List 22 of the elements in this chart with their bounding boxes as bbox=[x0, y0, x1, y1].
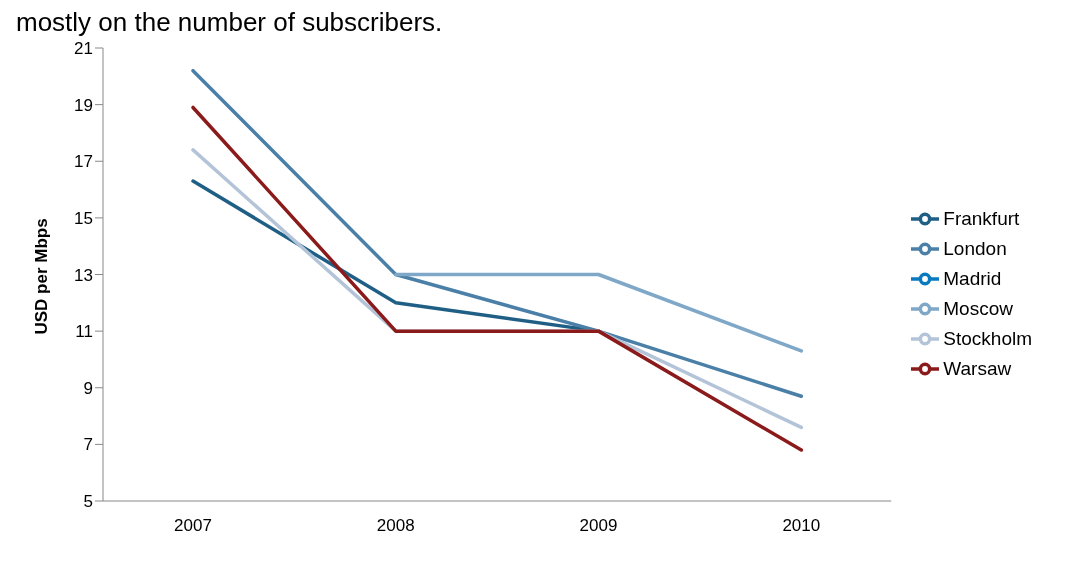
y-tick-label: 9 bbox=[83, 378, 93, 398]
y-tick-label: 13 bbox=[74, 265, 93, 285]
x-tick-label: 2010 bbox=[782, 516, 821, 536]
y-tick-label: 7 bbox=[83, 435, 93, 455]
legend-label: London bbox=[943, 237, 1007, 259]
x-tick-label: 2008 bbox=[376, 516, 415, 536]
legend-label: Madrid bbox=[943, 267, 1002, 289]
y-axis-title: USD per Mbps bbox=[32, 218, 52, 335]
y-tick-label: 19 bbox=[74, 95, 93, 115]
x-tick-label: 2009 bbox=[579, 516, 618, 536]
y-tick-label: 11 bbox=[75, 322, 93, 342]
line-series bbox=[191, 68, 804, 398]
text: mostly on the number of subscribers. bbox=[16, 7, 444, 37]
y-tick-label: 5 bbox=[83, 492, 93, 512]
y-tick-label: 17 bbox=[74, 152, 93, 172]
legend-label: Warsaw bbox=[943, 357, 1012, 379]
legend-label: Moscow bbox=[943, 297, 1013, 319]
x-tick-label: 2007 bbox=[174, 516, 212, 536]
legend-label: Stockholm bbox=[943, 327, 1032, 349]
y-tick-label: 15 bbox=[74, 208, 93, 228]
y-tick-label: 21 bbox=[74, 39, 93, 59]
legend-label: Frankfurt bbox=[943, 207, 1020, 229]
